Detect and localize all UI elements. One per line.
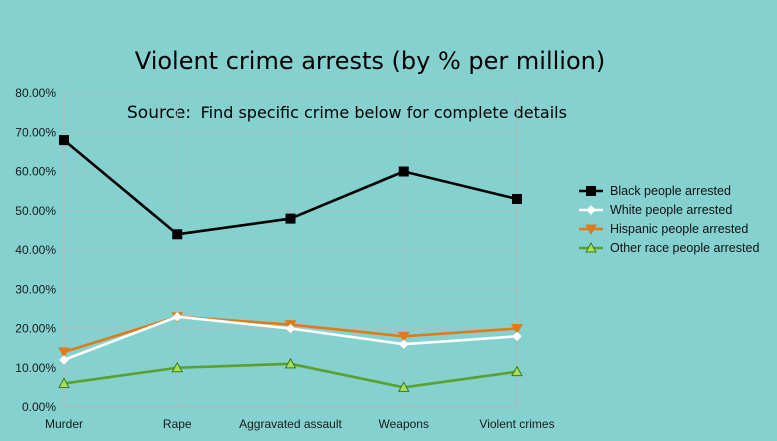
data-point — [285, 213, 296, 224]
y-tick-label: 50.00% — [15, 204, 56, 218]
data-point — [585, 224, 597, 236]
data-point — [397, 381, 410, 392]
y-axis: 0.00% 10.00% 20.00% 30.00% 40.00% 50.00% 60.00… — [15, 86, 56, 414]
data-point — [397, 331, 410, 343]
data-point — [585, 241, 597, 253]
legend-item: Black people arrested — [579, 184, 731, 198]
data-point — [172, 229, 183, 240]
data-point — [511, 324, 523, 335]
x-tick-label: Aggravated assault — [239, 417, 342, 431]
legend-item: Other race people arrested — [579, 241, 759, 255]
y-tick-label: 20.00% — [15, 322, 56, 336]
data-point — [586, 186, 596, 196]
chart-title: Violent crime arrests (by % per million) — [135, 47, 605, 75]
data-point — [171, 361, 184, 373]
subtitle-key: Source: — [127, 103, 191, 123]
x-axis: Murder Rape Aggravated assault Weapons Viole… — [45, 417, 555, 431]
legend-item: White people arrested — [579, 203, 732, 217]
y-tick-label: 30.00% — [15, 282, 56, 296]
x-tick-label: Weapons — [379, 417, 429, 431]
series-black-people-arrested — [59, 135, 522, 240]
data-point — [511, 365, 523, 377]
chart-subtitle: Source: Find specific crime below for co… — [127, 103, 567, 123]
y-tick-label: 0.00% — [22, 400, 56, 414]
data-point — [284, 357, 297, 369]
data-point — [586, 205, 596, 215]
data-point — [172, 312, 182, 322]
data-point — [58, 347, 70, 359]
data-point — [59, 135, 69, 146]
x-tick-label: Violent crimes — [479, 417, 554, 431]
legend-label: Black people arrested — [610, 184, 731, 198]
y-tick-label: 60.00% — [15, 165, 56, 179]
x-tick-label: Rape — [163, 417, 192, 431]
data-point — [512, 193, 522, 204]
x-tick-label: Murder — [45, 417, 83, 431]
grid — [63, 92, 518, 408]
y-tick-label: 80.00% — [15, 86, 56, 100]
legend-item: Hispanic people arrested — [579, 222, 748, 236]
data-point — [58, 377, 70, 388]
data-point — [59, 355, 69, 365]
legend-label: White people arrested — [610, 203, 732, 217]
legend-label: Other race people arrested — [610, 241, 759, 255]
series-other-race-people-arrested — [58, 357, 523, 392]
y-tick-label: 10.00% — [15, 361, 56, 375]
subtitle-value: Find specific crime below for complete d… — [201, 103, 567, 122]
series-white-people-arrested — [59, 312, 522, 365]
data-point — [399, 339, 409, 349]
y-tick-label: 40.00% — [15, 243, 56, 257]
data-point — [285, 323, 296, 334]
data-point — [398, 166, 409, 177]
y-tick-label: 70.00% — [15, 125, 56, 139]
plot-series — [58, 135, 523, 392]
data-point — [512, 331, 522, 342]
legend: Black people arrested White people arrest… — [579, 184, 759, 255]
legend-label: Hispanic people arrested — [610, 222, 748, 236]
